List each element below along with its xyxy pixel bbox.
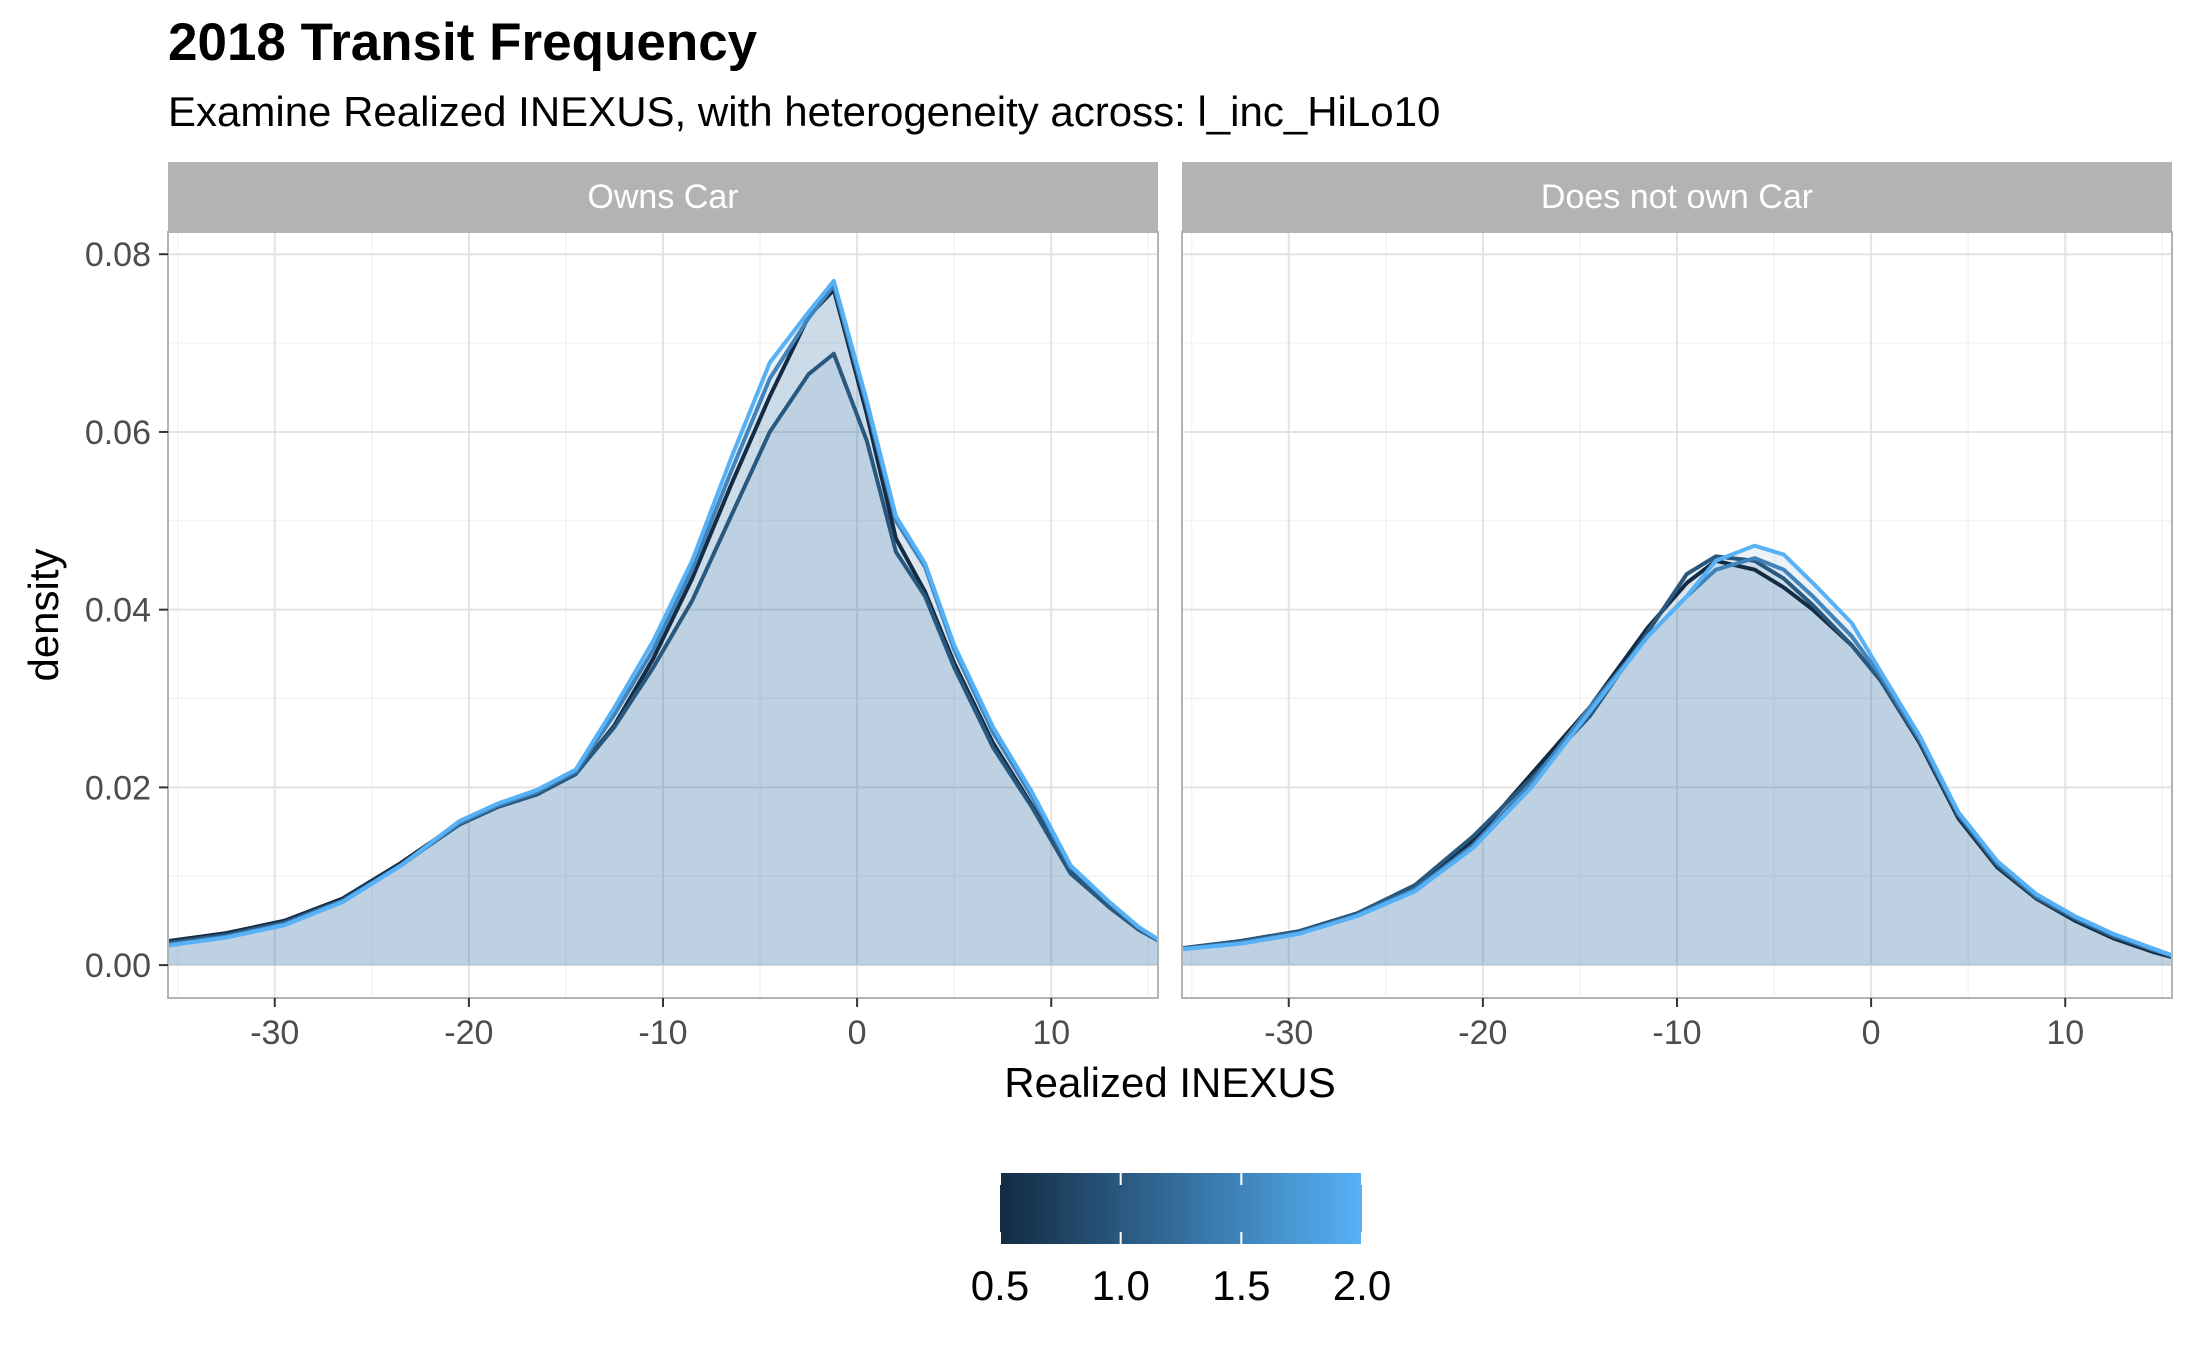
y-tick-label: 0.04 [85,592,151,630]
density-area-2 [1182,545,2172,966]
colorbar [1000,1173,1362,1244]
colorbar-label: 1.0 [1091,1262,1149,1309]
x-tick-label: 0 [1862,1014,1881,1052]
major-gridlines [1182,232,2172,998]
density-area-1.5 [1182,558,2172,966]
panel-owns-car: Owns Car -30 -20 -10 0 10 [167,162,1160,1052]
density-lines [167,278,1160,948]
colorbar-label: 0.5 [971,1262,1029,1309]
major-gridlines [168,232,1158,998]
x-tick-label: 10 [1032,1014,1070,1052]
density-area-1 [168,353,1158,966]
panel-does-not-own-car: Does not own Car -30 -20 -10 0 10 [1181,162,2173,1052]
strip-background [1182,162,2172,232]
strip-label: Does not own Car [1541,178,1813,216]
density-area-0.5 [1182,560,2172,966]
density-line-2 [1181,543,2173,958]
x-tick-label: -10 [1652,1014,1701,1052]
y-tick-label: 0.08 [85,236,151,274]
x-tick-label: -20 [444,1014,493,1052]
y-tick-label: 0.06 [85,414,151,452]
y-axis-ticks: 0.00 0.02 0.04 0.06 0.08 [85,236,168,985]
x-tick-label: -10 [638,1014,687,1052]
x-tick-label: -30 [250,1014,299,1052]
colorbar-ticks: 0.5 1.0 1.5 2.0 [971,1173,1391,1309]
chart-title: 2018 Transit Frequency [168,13,758,72]
x-axis-ticks: -30 -20 -10 0 10 [250,998,1070,1052]
x-tick-label: -30 [1264,1014,1313,1052]
y-tick-label: 0.02 [85,769,151,807]
density-line-2 [167,278,1160,948]
strip-label: Owns Car [587,178,738,216]
y-axis-title: density [20,548,67,681]
x-tick-label: 0 [848,1014,867,1052]
x-tick-label: 10 [2046,1014,2084,1052]
x-axis-title: Realized INEXUS [1004,1059,1335,1106]
colorbar-label: 1.5 [1212,1262,1270,1309]
chart-subtitle: Examine Realized INEXUS, with heterogene… [168,88,1441,135]
colorbar-legend: 0.5 1.0 1.5 2.0 [971,1173,1391,1309]
density-area-1.5 [168,285,1158,966]
density-area-1 [1182,556,2172,966]
colorbar-label: 2.0 [1333,1262,1391,1309]
density-lines [1181,543,2173,960]
density-area-0.5 [168,289,1158,966]
x-axis-ticks: -30 -20 -10 0 10 [1264,998,2084,1052]
x-tick-label: -20 [1458,1014,1507,1052]
minor-gridlines [1182,232,2172,998]
y-tick-label: 0.00 [85,947,151,985]
strip-background [168,162,1158,232]
density-fills [1182,545,2172,966]
